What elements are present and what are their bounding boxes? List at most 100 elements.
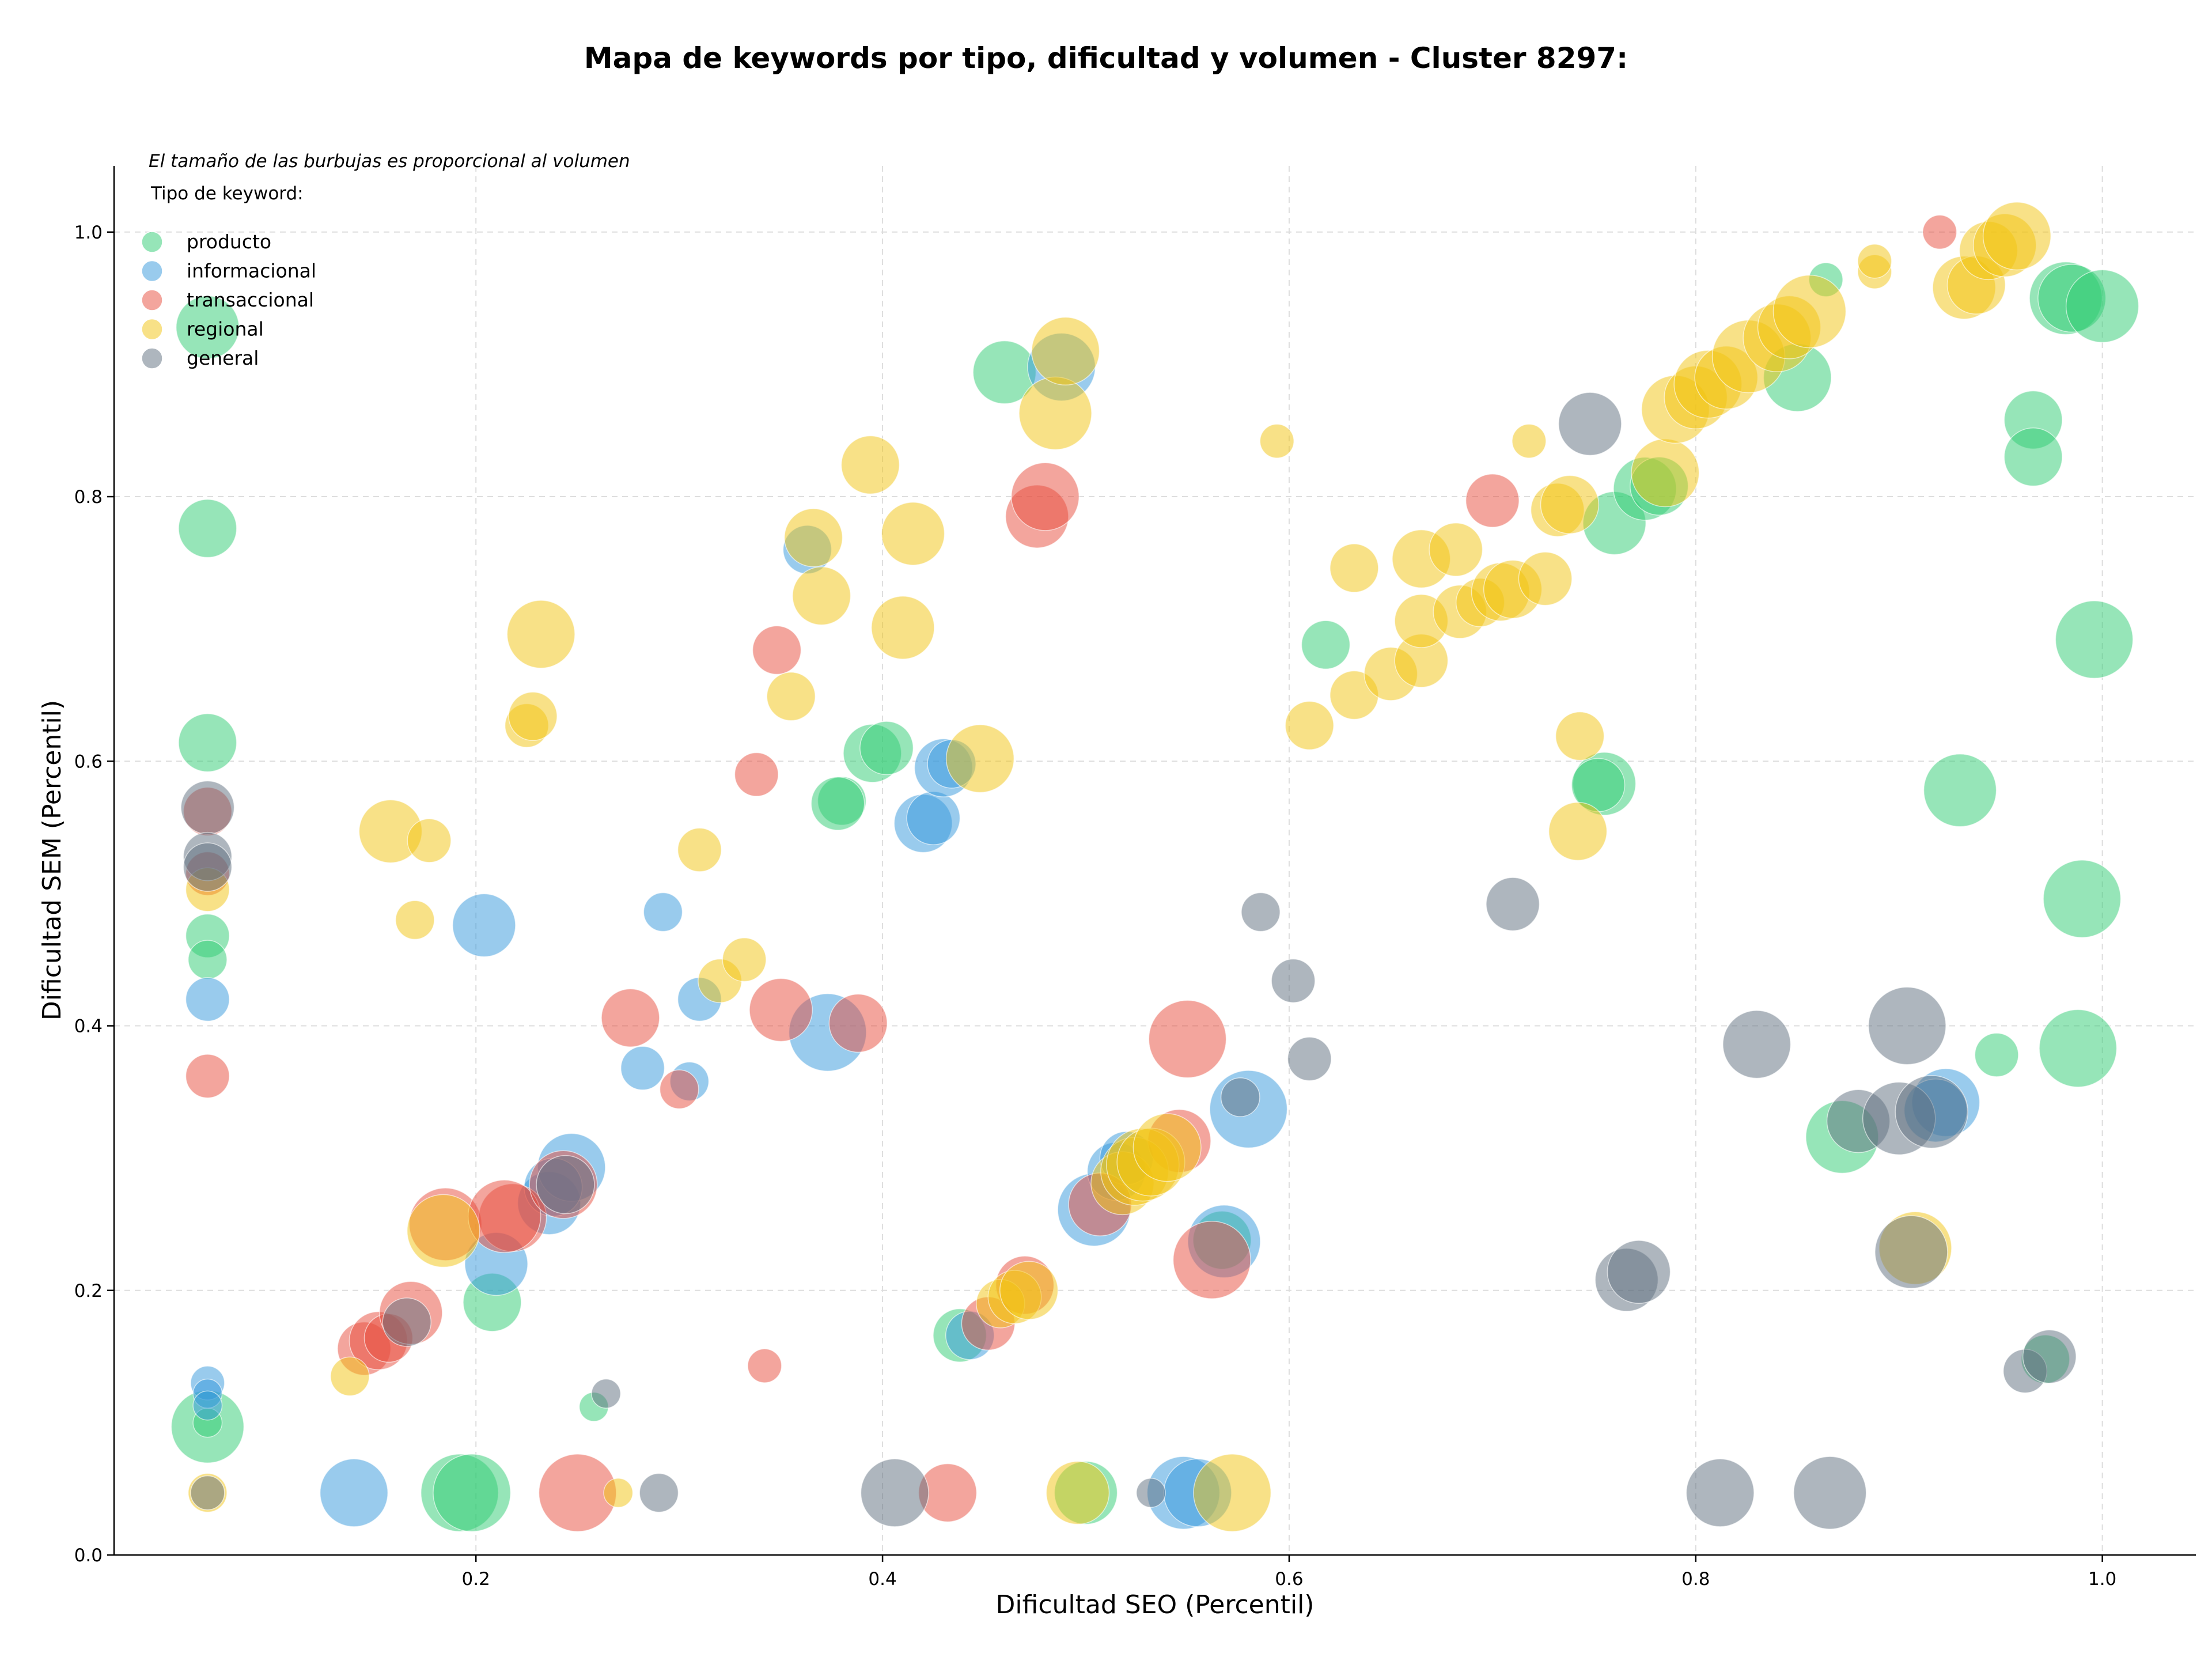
point-general xyxy=(180,780,235,835)
legend-label: informacional xyxy=(187,260,316,282)
point-informacional xyxy=(452,893,516,958)
point-producto xyxy=(178,713,237,773)
point-producto xyxy=(1923,754,1997,827)
point-informacional xyxy=(185,977,230,1022)
point-general xyxy=(1558,392,1622,456)
point-transaccional xyxy=(1922,214,1957,249)
point-regional xyxy=(1330,543,1379,593)
point-regional xyxy=(506,600,575,669)
point-general xyxy=(1874,1215,1948,1289)
point-regional xyxy=(766,672,816,721)
y-tick-label: 1.0 xyxy=(74,222,103,243)
point-transaccional xyxy=(828,993,888,1053)
point-general xyxy=(190,1475,225,1511)
point-transaccional xyxy=(1010,462,1080,531)
y-tick-label: 0.0 xyxy=(74,1545,103,1566)
legend-marker xyxy=(141,260,163,282)
point-regional xyxy=(395,900,435,940)
point-producto xyxy=(2055,600,2134,679)
point-regional xyxy=(1285,701,1334,751)
point-general xyxy=(536,1155,595,1214)
point-producto xyxy=(178,499,237,558)
x-tick-label: 0.2 xyxy=(462,1569,490,1590)
point-regional xyxy=(603,1478,634,1508)
point-informacional xyxy=(319,1458,389,1527)
point-informacional xyxy=(620,1046,665,1091)
point-general xyxy=(1895,1075,1968,1149)
point-producto xyxy=(2065,269,2139,343)
point-regional xyxy=(881,501,945,566)
y-ticks: 0.0 0.2 0.4 0.6 0.8 1.0 xyxy=(74,222,114,1566)
point-regional xyxy=(677,827,722,872)
point-general xyxy=(1220,1077,1260,1117)
point-regional xyxy=(1772,274,1847,349)
point-general xyxy=(1607,1240,1671,1304)
point-producto xyxy=(1301,620,1351,669)
point-regional xyxy=(406,1194,480,1268)
legend-label: general xyxy=(187,347,259,369)
point-general xyxy=(591,1378,622,1409)
point-regional xyxy=(1857,244,1892,279)
point-regional xyxy=(1046,1461,1110,1525)
axes xyxy=(113,166,2196,1556)
chart-title: Mapa de keywords por tipo, dificultad y … xyxy=(584,41,1628,75)
point-transaccional xyxy=(1148,1000,1227,1079)
point-transaccional xyxy=(752,625,802,675)
point-regional xyxy=(1631,438,1700,508)
point-general xyxy=(1868,986,1946,1065)
point-producto xyxy=(2039,1009,2118,1088)
point-general xyxy=(1135,1478,1166,1508)
data-points xyxy=(171,202,2139,1533)
point-regional xyxy=(1982,202,2051,271)
point-regional xyxy=(1259,423,1294,459)
point-producto xyxy=(810,776,865,831)
point-transaccional xyxy=(601,988,660,1047)
point-general xyxy=(183,842,233,892)
legend-label: regional xyxy=(187,318,264,340)
point-informacional xyxy=(192,1390,223,1421)
legend-marker xyxy=(141,289,163,311)
point-regional xyxy=(407,818,452,863)
point-regional xyxy=(999,1261,1059,1320)
point-transaccional xyxy=(1465,473,1520,528)
point-regional xyxy=(1540,475,1600,534)
y-tick-label: 0.6 xyxy=(74,751,103,772)
legend-marker xyxy=(141,347,163,369)
y-tick-label: 0.8 xyxy=(74,487,103,508)
point-general xyxy=(2022,1329,2077,1384)
legend-label: producto xyxy=(187,230,271,253)
point-general xyxy=(1287,1036,1332,1081)
legend: Tipo de keyword: producto informacional tr… xyxy=(141,183,316,369)
bubble-size-note: El tamaño de las burbujas es proporciona… xyxy=(149,151,630,172)
point-informacional xyxy=(906,791,961,845)
point-regional xyxy=(722,937,767,982)
point-general xyxy=(860,1458,929,1527)
point-transaccional xyxy=(659,1069,699,1110)
y-tick-label: 0.2 xyxy=(74,1281,103,1301)
legend-marker xyxy=(141,231,163,253)
point-general xyxy=(1722,1010,1791,1079)
x-axis-label: Dificultad SEO (Percentil) xyxy=(996,1590,1315,1620)
point-transaccional xyxy=(747,1348,782,1383)
point-regional xyxy=(792,566,851,626)
series-regional xyxy=(185,202,2051,1533)
x-tick-label: 1.0 xyxy=(2088,1569,2116,1590)
series-general xyxy=(180,392,2077,1530)
point-regional xyxy=(1132,1113,1202,1182)
point-regional xyxy=(1548,801,1608,861)
point-regional xyxy=(508,691,558,741)
x-ticks: 0.2 0.4 0.6 0.8 1.0 xyxy=(462,1555,2116,1590)
point-general xyxy=(382,1297,431,1347)
point-regional xyxy=(1512,423,1547,459)
point-informacional xyxy=(643,892,683,932)
point-transaccional xyxy=(1172,1220,1251,1299)
point-regional xyxy=(1429,522,1483,577)
point-regional xyxy=(945,724,1015,793)
point-regional xyxy=(1193,1454,1272,1533)
legend-label: transaccional xyxy=(187,289,314,311)
point-regional xyxy=(783,508,843,567)
point-general xyxy=(639,1473,679,1513)
point-general xyxy=(1793,1456,1867,1530)
point-producto xyxy=(1974,1032,2019,1077)
